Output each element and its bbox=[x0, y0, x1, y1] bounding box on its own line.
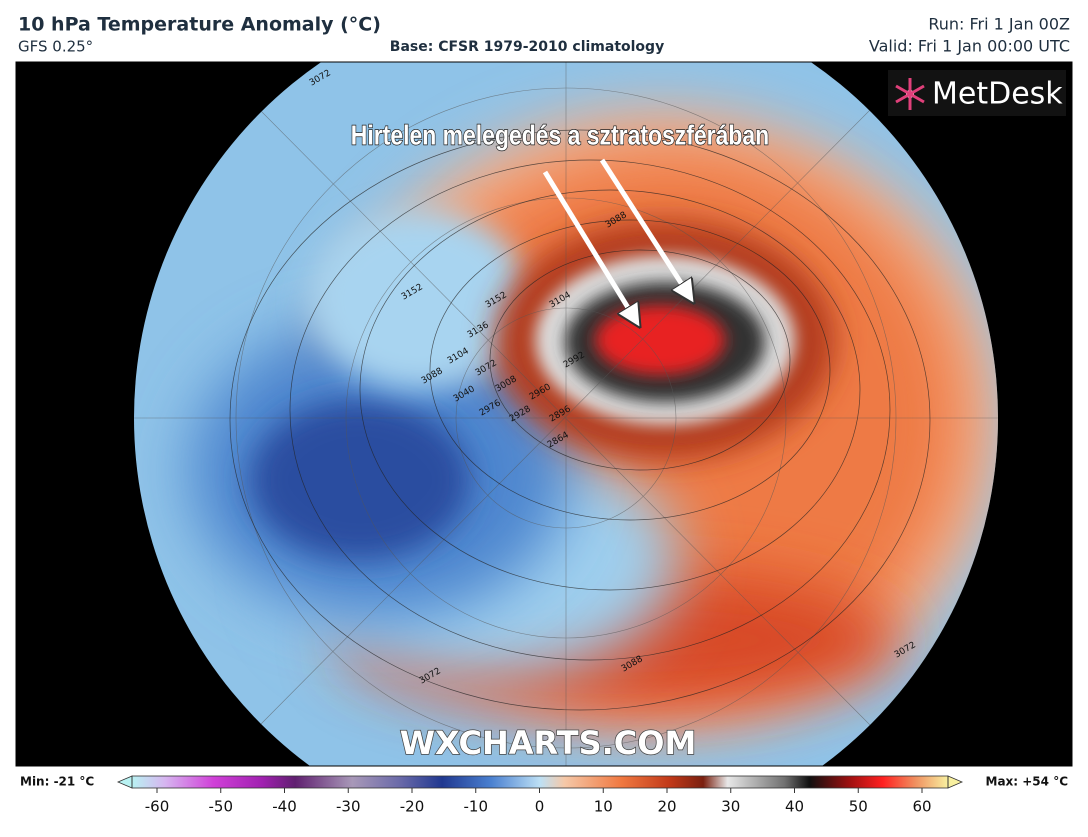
tick-label: -10 bbox=[464, 798, 489, 816]
tick-label: -60 bbox=[145, 798, 170, 816]
tick-label: 40 bbox=[785, 798, 804, 816]
tick-label: -20 bbox=[400, 798, 425, 816]
annotation: Hirtelen melegedés a sztratoszférában bbox=[351, 120, 769, 151]
min-label: Min: -21 °C bbox=[20, 775, 94, 789]
title: 10 hPa Temperature Anomaly (°C) bbox=[18, 14, 381, 36]
tick-label: 10 bbox=[594, 798, 613, 816]
tick-label: -40 bbox=[272, 798, 297, 816]
model: GFS 0.25° bbox=[18, 38, 93, 56]
tick-label: 20 bbox=[657, 798, 676, 816]
tick-label: 50 bbox=[849, 798, 868, 816]
brand[interactable]: MetDesk bbox=[932, 77, 1063, 112]
colorbar: Min: -21 °C Max: +54 °C -60 -50 -40 -30 -20 -… bbox=[20, 775, 1068, 816]
tick-label: -30 bbox=[336, 798, 361, 816]
valid: Valid: Fri 1 Jan 00:00 UTC bbox=[869, 37, 1070, 56]
tick-label: 30 bbox=[721, 798, 740, 816]
tick-label: 0 bbox=[535, 798, 545, 816]
base: Base: CFSR 1979-2010 climatology bbox=[390, 39, 664, 55]
tick-label: -50 bbox=[209, 798, 234, 816]
run: Run: Fri 1 Jan 00Z bbox=[928, 15, 1070, 34]
max-label: Max: +54 °C bbox=[986, 775, 1069, 789]
watermark: WXCHARTS.COM bbox=[400, 724, 697, 762]
tick-label: 60 bbox=[912, 798, 931, 816]
